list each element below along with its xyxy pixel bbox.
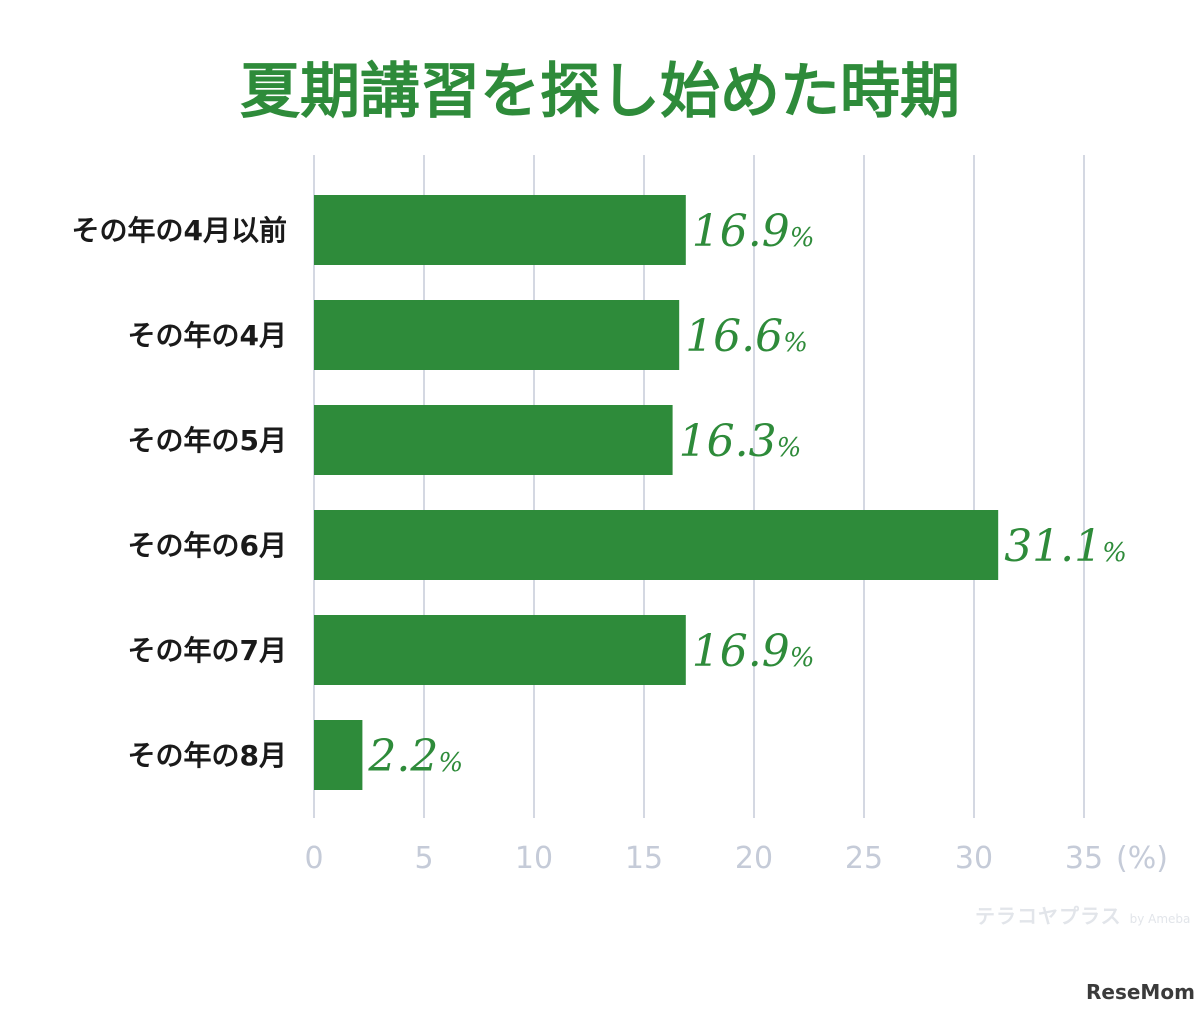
value-label: 16.3% xyxy=(679,416,802,467)
category-label: その年の7月 xyxy=(128,634,287,667)
value-percent-sign: % xyxy=(790,643,815,673)
x-tick-label: 20 xyxy=(735,841,773,876)
value-number: 16.9 xyxy=(692,626,790,677)
x-unit-label: (%) xyxy=(1116,841,1168,876)
value-label: 31.1% xyxy=(1004,521,1127,572)
value-number: 16.6 xyxy=(685,311,783,362)
chart-title: 夏期講習を探し始めた時期 xyxy=(240,57,960,127)
bar xyxy=(314,300,680,370)
value-label: 2.2% xyxy=(367,731,463,782)
category-label: その年の6月 xyxy=(128,529,287,562)
bar xyxy=(314,510,999,580)
value-label: 16.6% xyxy=(685,311,808,362)
x-tick-label: 30 xyxy=(955,841,993,876)
x-axis-ticks: 0 5 10 15 20 25 30 35 (%) xyxy=(304,841,1168,876)
value-number: 16.9 xyxy=(692,206,790,257)
grid-lines xyxy=(313,155,1085,818)
bars xyxy=(314,195,999,790)
category-label: その年の4月 xyxy=(128,319,287,352)
bar xyxy=(314,405,673,475)
category-label: その年の4月以前 xyxy=(72,214,287,247)
value-percent-sign: % xyxy=(1102,538,1127,568)
value-number: 16.3 xyxy=(679,416,777,467)
value-number: 31.1 xyxy=(1004,521,1102,572)
category-label: その年の5月 xyxy=(128,424,287,457)
bar xyxy=(314,615,686,685)
value-percent-sign: % xyxy=(438,748,463,778)
x-tick-label: 10 xyxy=(515,841,553,876)
value-label: 16.9% xyxy=(692,626,815,677)
watermark-logo: テラコヤプラス by Ameba xyxy=(975,900,1190,929)
bar xyxy=(314,720,363,790)
x-tick-label: 5 xyxy=(414,841,433,876)
watermark-text: テラコヤプラス xyxy=(975,904,1122,928)
value-label: 16.9% xyxy=(692,206,815,257)
x-tick-label: 25 xyxy=(845,841,883,876)
value-percent-sign: % xyxy=(783,328,808,358)
x-tick-label: 0 xyxy=(304,841,323,876)
value-percent-sign: % xyxy=(777,433,802,463)
category-label: その年の8月 xyxy=(128,739,287,772)
brand-logo: ReseMom xyxy=(1086,980,1195,1004)
bar xyxy=(314,195,686,265)
value-percent-sign: % xyxy=(790,223,815,253)
x-tick-label: 35 xyxy=(1065,841,1103,876)
value-labels: 16.9%16.6%16.3%31.1%16.9%2.2% xyxy=(367,206,1126,782)
value-number: 2.2 xyxy=(367,731,438,782)
watermark-by: by Ameba xyxy=(1129,912,1191,926)
x-tick-label: 15 xyxy=(625,841,663,876)
